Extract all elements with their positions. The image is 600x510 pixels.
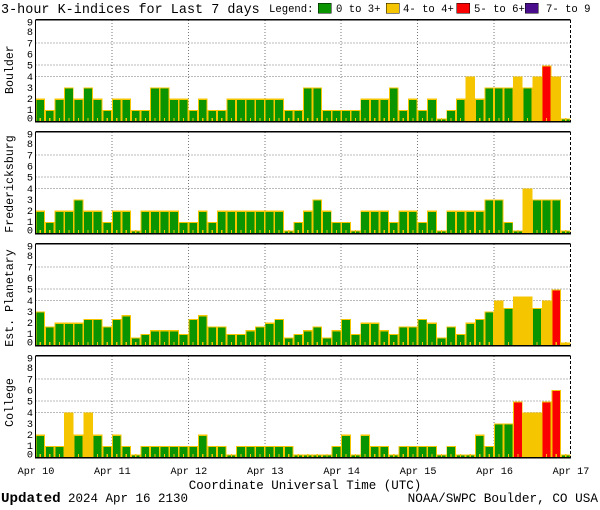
svg-text:3: 3 xyxy=(27,420,33,431)
svg-text:Est. Planetary: Est. Planetary xyxy=(4,249,17,346)
svg-text:9: 9 xyxy=(27,130,33,141)
svg-text:Apr 13: Apr 13 xyxy=(247,467,284,478)
svg-text:5: 5 xyxy=(27,286,33,297)
svg-text:7: 7 xyxy=(27,263,33,274)
svg-text:3: 3 xyxy=(27,84,33,95)
svg-text:3: 3 xyxy=(27,196,33,207)
svg-text:4- to 4+: 4- to 4+ xyxy=(403,4,454,16)
svg-text:1: 1 xyxy=(27,442,33,453)
svg-text:2024 Apr 16 2130: 2024 Apr 16 2130 xyxy=(68,492,188,506)
svg-text:Updated: Updated xyxy=(1,491,61,507)
svg-text:Apr 10: Apr 10 xyxy=(18,467,55,478)
svg-text:3-hour K-indices for Last 7 da: 3-hour K-indices for Last 7 days xyxy=(1,3,260,18)
svg-text:8: 8 xyxy=(27,28,33,39)
svg-text:0: 0 xyxy=(27,451,33,462)
svg-text:Apr 16: Apr 16 xyxy=(476,467,513,478)
svg-text:5: 5 xyxy=(27,398,33,409)
svg-text:1: 1 xyxy=(27,218,33,229)
svg-text:Fredericksburg: Fredericksburg xyxy=(4,135,17,232)
svg-text:Apr 15: Apr 15 xyxy=(400,467,437,478)
svg-text:3: 3 xyxy=(27,308,33,319)
svg-text:Boulder: Boulder xyxy=(4,45,17,94)
svg-text:4: 4 xyxy=(27,409,33,420)
svg-text:5- to 6+: 5- to 6+ xyxy=(474,4,525,16)
svg-text:6: 6 xyxy=(27,163,33,174)
svg-text:Coordinate Universal Time (UTC: Coordinate Universal Time (UTC) xyxy=(189,479,422,493)
svg-text:9: 9 xyxy=(27,242,33,253)
svg-text:7: 7 xyxy=(27,151,33,162)
svg-text:7: 7 xyxy=(27,39,33,50)
svg-text:4: 4 xyxy=(27,185,33,196)
svg-text:2: 2 xyxy=(27,319,33,330)
svg-text:Legend:: Legend: xyxy=(269,4,314,16)
svg-text:Apr 14: Apr 14 xyxy=(323,467,360,478)
svg-text:1: 1 xyxy=(27,106,33,117)
svg-text:9: 9 xyxy=(27,18,33,29)
svg-text:6: 6 xyxy=(27,51,33,62)
svg-text:0: 0 xyxy=(27,227,33,238)
svg-text:1: 1 xyxy=(27,330,33,341)
svg-text:0: 0 xyxy=(27,115,33,126)
svg-text:7- to 9: 7- to 9 xyxy=(546,4,591,16)
svg-text:0: 0 xyxy=(27,339,33,350)
svg-text:0 to 3+: 0 to 3+ xyxy=(336,4,381,16)
svg-text:Apr 11: Apr 11 xyxy=(94,467,131,478)
svg-text:8: 8 xyxy=(27,252,33,263)
svg-text:6: 6 xyxy=(27,387,33,398)
svg-text:8: 8 xyxy=(27,140,33,151)
svg-text:2: 2 xyxy=(27,207,33,218)
svg-text:2: 2 xyxy=(27,431,33,442)
svg-text:5: 5 xyxy=(27,62,33,73)
svg-text:6: 6 xyxy=(27,275,33,286)
svg-text:9: 9 xyxy=(27,354,33,365)
svg-text:4: 4 xyxy=(27,297,33,308)
svg-text:4: 4 xyxy=(27,73,33,84)
svg-text:Apr 17: Apr 17 xyxy=(553,467,590,478)
svg-text:Apr 12: Apr 12 xyxy=(171,467,208,478)
svg-text:7: 7 xyxy=(27,375,33,386)
svg-text:2: 2 xyxy=(27,95,33,106)
svg-text:NOAA/SWPC Boulder, CO USA: NOAA/SWPC Boulder, CO USA xyxy=(408,491,599,506)
svg-text:8: 8 xyxy=(27,364,33,375)
svg-text:5: 5 xyxy=(27,174,33,185)
svg-text:College: College xyxy=(4,378,17,427)
